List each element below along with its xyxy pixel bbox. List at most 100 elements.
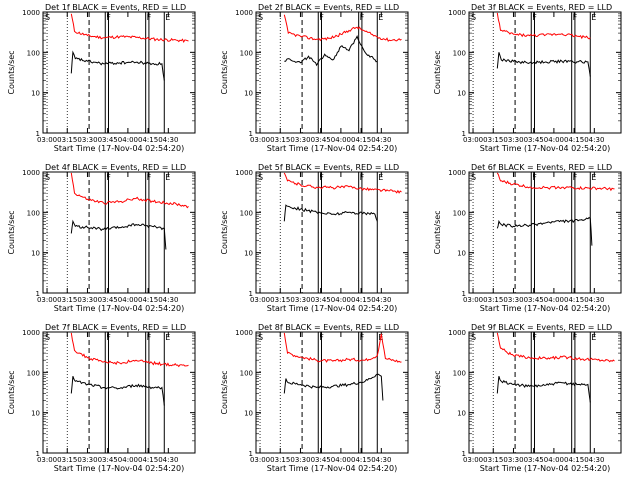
marker-letter: S	[258, 173, 263, 182]
chart-svg: Det 6f BLACK = Events, RED = LLD 1 10 100 10…	[433, 163, 622, 313]
marker-letter: F	[147, 173, 152, 182]
x-tick-label: 04:00	[544, 456, 564, 464]
y-tick-label: 1000	[448, 329, 466, 337]
flare-interval-box	[317, 11, 322, 134]
x-tick-label: 03:15	[270, 136, 290, 144]
x-tick-label: 03:45	[311, 296, 331, 304]
marker-letter: E	[591, 333, 596, 342]
x-tick-label: 04:30	[371, 296, 391, 304]
flare-interval-box	[571, 11, 576, 134]
x-tick-label: 04:00	[118, 456, 138, 464]
y-tick-label: 1	[462, 450, 466, 458]
x-tick-label: 04:30	[158, 456, 178, 464]
y-axis-label: Counts/sec	[433, 210, 442, 254]
x-tick-label: 04:15	[138, 456, 158, 464]
flare-interval-box	[145, 331, 150, 454]
flare-interval-box	[317, 171, 322, 294]
marker-letter: F	[106, 333, 111, 342]
marker-letter: S	[258, 13, 263, 22]
marker-letter: F	[106, 13, 111, 22]
y-tick-label: 1	[36, 450, 40, 458]
x-tick-label: 03:15	[57, 136, 77, 144]
x-tick-label: 04:30	[584, 136, 604, 144]
marker-letter: E	[165, 13, 170, 22]
plot-frame	[468, 331, 622, 454]
y-axis-label: Counts/sec	[433, 50, 442, 94]
x-tick-label: 03:30	[77, 456, 97, 464]
series-black-events	[70, 219, 167, 250]
flare-interval-box	[317, 331, 322, 454]
chart-title: Det 9f BLACK = Events, RED = LLD	[471, 323, 612, 332]
x-axis-label: Start Time (17-Nov-04 02:54:20)	[54, 144, 184, 153]
x-axis-label: Start Time (17-Nov-04 02:54:20)	[480, 464, 610, 473]
x-axis-label: Start Time (17-Nov-04 02:54:20)	[267, 144, 397, 153]
flare-interval-box	[145, 11, 150, 134]
y-tick-label: 1000	[22, 329, 40, 337]
x-tick-label: 04:15	[564, 456, 584, 464]
x-tick-label: 03:30	[503, 136, 523, 144]
plot-frame	[255, 11, 409, 134]
chart-panel: Det 5f BLACK = Events, RED = LLD 1 10 100 10…	[213, 160, 426, 320]
x-tick-label: 03:45	[524, 456, 544, 464]
flare-interval-box	[145, 171, 150, 294]
x-tick-label: 04:30	[584, 296, 604, 304]
x-tick-label: 03:15	[57, 456, 77, 464]
chart-svg: Det 4f BLACK = Events, RED = LLD 1 10 100 10…	[7, 163, 196, 313]
series-black-events	[70, 50, 165, 81]
chart-svg: Det 3f BLACK = Events, RED = LLD 1 10 100 10…	[433, 3, 622, 153]
x-tick-label: 03:00	[463, 296, 483, 304]
series-red-lld	[283, 332, 402, 363]
marker-letter: S	[45, 333, 50, 342]
x-tick-label: 03:15	[57, 296, 77, 304]
series-red-lld	[283, 14, 402, 42]
y-tick-label: 1	[462, 290, 466, 298]
y-tick-label: 1	[249, 130, 253, 138]
y-axis-label: Counts/sec	[433, 370, 442, 414]
marker-letter: F	[147, 333, 152, 342]
x-tick-label: 04:30	[371, 136, 391, 144]
y-tick-label: 1	[249, 450, 253, 458]
x-tick-label: 03:30	[77, 296, 97, 304]
marker-letter: E	[165, 333, 170, 342]
chart-svg: Det 8f BLACK = Events, RED = LLD 1 10 100 10…	[220, 323, 409, 473]
series-red-lld	[496, 332, 615, 363]
chart-panel: Det 2f BLACK = Events, RED = LLD 1 10 100 10…	[213, 0, 426, 160]
y-tick-label: 10	[244, 250, 253, 258]
series-black-events	[283, 373, 384, 401]
flare-interval-box	[530, 171, 535, 294]
y-axis-label: Counts/sec	[7, 50, 16, 94]
y-axis-label: Counts/sec	[7, 210, 16, 254]
y-tick-label: 100	[240, 49, 253, 57]
flare-interval-box	[104, 11, 109, 134]
marker-letter: S	[471, 13, 476, 22]
x-tick-label: 04:30	[584, 456, 604, 464]
marker-letter: S	[471, 173, 476, 182]
y-tick-label: 1000	[22, 169, 40, 177]
marker-letter: F	[573, 173, 578, 182]
chart-title: Det 6f BLACK = Events, RED = LLD	[471, 163, 612, 172]
chart-title: Det 1f BLACK = Events, RED = LLD	[45, 3, 186, 12]
x-tick-label: 03:45	[98, 296, 118, 304]
x-tick-label: 04:30	[158, 136, 178, 144]
x-tick-label: 03:45	[524, 296, 544, 304]
x-tick-label: 03:30	[290, 136, 310, 144]
chart-svg: Det 1f BLACK = Events, RED = LLD 1 10 100 10…	[7, 3, 196, 153]
x-tick-label: 04:00	[331, 456, 351, 464]
plot-frame	[255, 331, 409, 454]
x-tick-label: 03:45	[311, 136, 331, 144]
chart-svg: Det 7f BLACK = Events, RED = LLD 1 10 100 10…	[7, 323, 196, 473]
marker-letter: F	[319, 173, 324, 182]
chart-panel: Det 4f BLACK = Events, RED = LLD 1 10 100 10…	[0, 160, 213, 320]
marker-letter: F	[360, 173, 365, 182]
chart-svg: Det 9f BLACK = Events, RED = LLD 1 10 100 10…	[433, 323, 622, 473]
x-tick-label: 04:00	[331, 296, 351, 304]
x-tick-label: 03:00	[463, 456, 483, 464]
y-tick-label: 100	[240, 209, 253, 217]
y-tick-label: 1000	[235, 169, 253, 177]
y-tick-label: 100	[453, 49, 466, 57]
x-axis-label: Start Time (17-Nov-04 02:54:20)	[267, 304, 397, 313]
y-tick-label: 10	[244, 410, 253, 418]
chart-panel: Det 9f BLACK = Events, RED = LLD 1 10 100 10…	[426, 320, 639, 480]
marker-letter: S	[258, 333, 263, 342]
y-tick-label: 1	[36, 290, 40, 298]
